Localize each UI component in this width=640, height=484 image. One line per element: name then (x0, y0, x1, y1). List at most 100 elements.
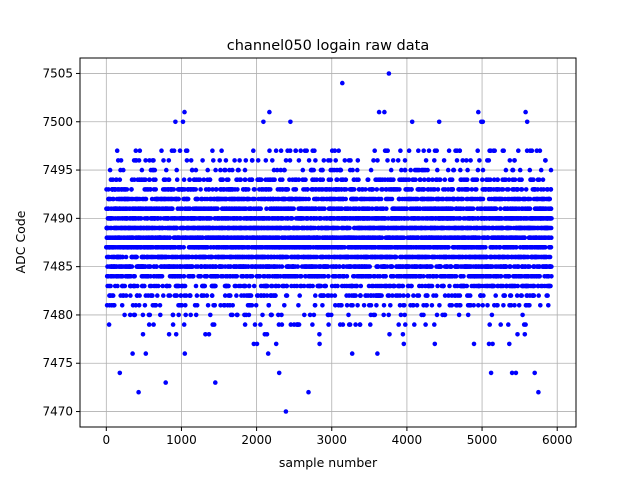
data-point (373, 313, 378, 318)
data-point (124, 255, 129, 260)
data-point (450, 303, 455, 308)
data-point (402, 313, 407, 318)
data-point (311, 168, 316, 173)
data-point (421, 313, 426, 318)
data-point (135, 284, 140, 289)
data-point (230, 303, 235, 308)
data-point (313, 303, 318, 308)
data-point (458, 293, 463, 298)
data-point (235, 274, 240, 279)
data-point (434, 293, 439, 298)
data-point (458, 168, 463, 173)
data-point (322, 206, 327, 211)
data-point (415, 303, 420, 308)
data-point (434, 148, 439, 153)
data-point (324, 284, 329, 289)
data-point (403, 158, 408, 163)
data-point (211, 158, 216, 163)
data-point (285, 293, 290, 298)
data-point (336, 148, 341, 153)
data-point (375, 158, 380, 163)
data-point (175, 293, 180, 298)
data-point (465, 168, 470, 173)
data-point (223, 168, 228, 173)
data-point (226, 177, 231, 182)
data-point (452, 168, 457, 173)
data-point (246, 187, 251, 192)
data-point (372, 148, 377, 153)
data-point (258, 322, 263, 327)
data-point (449, 264, 454, 269)
data-point (155, 293, 160, 298)
data-point (423, 322, 428, 327)
data-point (391, 177, 396, 182)
data-point (213, 284, 218, 289)
data-point (356, 177, 361, 182)
data-point (280, 322, 285, 327)
data-point (183, 313, 188, 318)
data-point (111, 293, 116, 298)
data-point (347, 226, 352, 231)
data-point (476, 168, 481, 173)
data-point (115, 148, 120, 153)
data-point (243, 322, 248, 327)
data-point (296, 264, 301, 269)
data-point (260, 313, 265, 318)
data-point (236, 168, 241, 173)
data-point (150, 293, 155, 298)
data-point (210, 293, 215, 298)
data-point (297, 322, 302, 327)
data-point (141, 332, 146, 337)
data-point (461, 274, 466, 279)
data-point (148, 313, 153, 318)
data-point (369, 303, 374, 308)
data-point (151, 322, 156, 327)
data-point (366, 177, 371, 182)
data-point (132, 274, 137, 279)
data-point (411, 293, 416, 298)
data-point (356, 158, 361, 163)
data-point (161, 158, 166, 163)
data-point (302, 313, 307, 318)
data-point (224, 158, 229, 163)
data-point (303, 177, 308, 182)
data-point (250, 303, 255, 308)
data-point (454, 274, 459, 279)
data-point (401, 284, 406, 289)
data-point (294, 187, 299, 192)
data-point (401, 293, 406, 298)
data-point (425, 168, 430, 173)
data-point (128, 293, 133, 298)
data-point (402, 303, 407, 308)
data-point (203, 284, 208, 289)
data-point (234, 293, 239, 298)
data-point (343, 158, 348, 163)
data-point (170, 206, 175, 211)
data-point (250, 158, 255, 163)
data-point (251, 148, 256, 153)
data-point (388, 303, 393, 308)
data-point (436, 187, 441, 192)
data-point (120, 303, 125, 308)
data-point (367, 264, 372, 269)
data-point (408, 168, 413, 173)
data-point (353, 322, 358, 327)
data-point (218, 168, 223, 173)
data-point (371, 158, 376, 163)
data-point (475, 148, 480, 153)
data-point (447, 284, 452, 289)
data-point (458, 303, 463, 308)
data-point (183, 303, 188, 308)
data-point (195, 293, 200, 298)
data-point (465, 284, 470, 289)
data-point (384, 206, 389, 211)
data-point (226, 284, 231, 289)
data-point (353, 293, 358, 298)
data-point (256, 158, 261, 163)
data-point (176, 313, 181, 318)
data-point (432, 322, 437, 327)
data-point (252, 284, 257, 289)
data-point (247, 284, 252, 289)
data-point (199, 274, 204, 279)
